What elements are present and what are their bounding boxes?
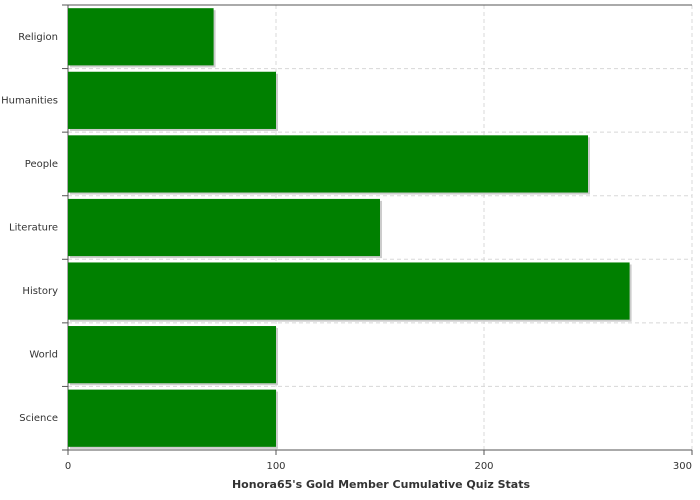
bar [68, 8, 214, 66]
bar [68, 326, 276, 384]
bar [68, 389, 276, 447]
x-tick-label: 0 [65, 461, 71, 472]
x-axis-title: Honora65's Gold Member Cumulative Quiz S… [232, 478, 530, 491]
bar [68, 262, 630, 320]
y-tick-label: History [22, 286, 58, 297]
y-tick-label: Science [19, 413, 58, 424]
y-tick-label: Literature [9, 223, 58, 234]
y-tick-label: Religion [18, 32, 58, 43]
x-tick-label: 200 [474, 461, 493, 472]
bar [68, 71, 276, 129]
bar [68, 198, 380, 257]
x-tick-label: 100 [266, 461, 285, 472]
x-tick-label: 300 [673, 461, 692, 472]
y-tick-label: People [25, 159, 58, 170]
bar [68, 135, 588, 193]
y-tick-label: World [29, 350, 58, 361]
y-tick-label: Humanities [1, 95, 58, 106]
